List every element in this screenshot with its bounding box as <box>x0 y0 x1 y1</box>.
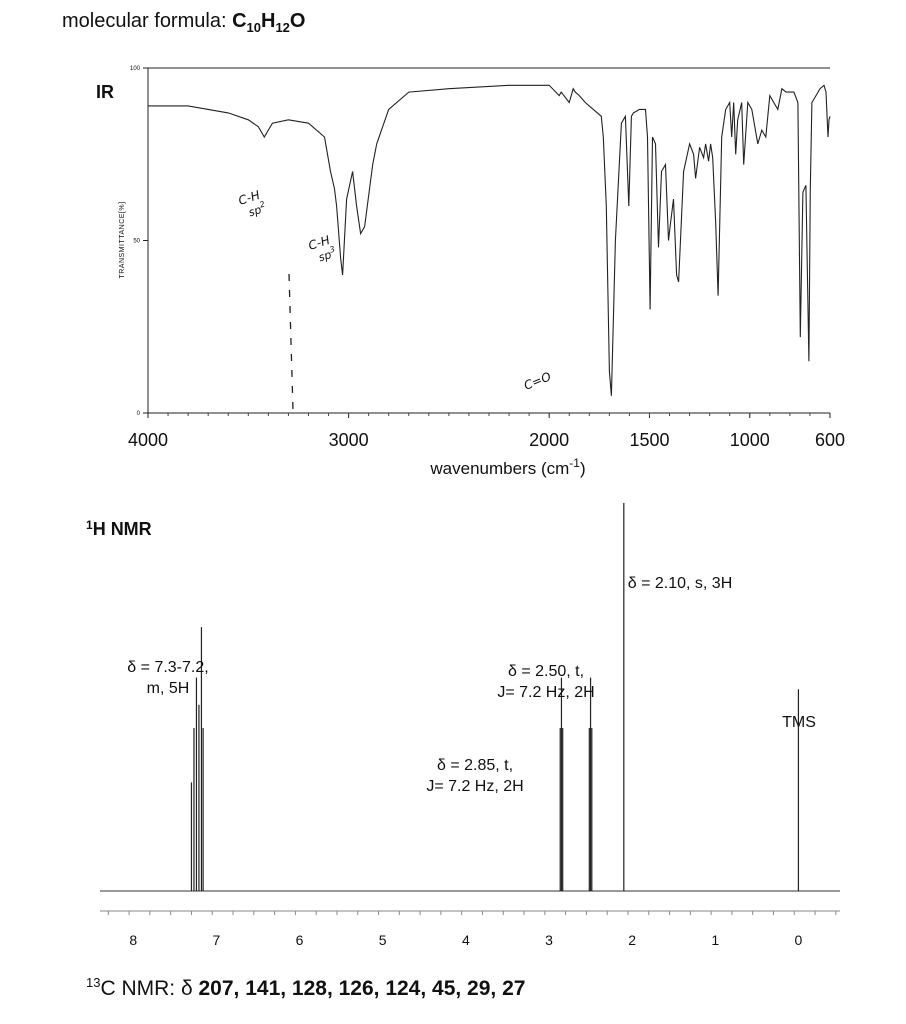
c13-label: C NMR: δ <box>100 977 199 1000</box>
nmr-x-tick-label: 5 <box>379 932 387 948</box>
ir-annotation-ch-sp2-sub: sp2 <box>246 200 268 220</box>
nmr-label-250-line: δ = 2.50, t, <box>508 663 584 680</box>
formula-value: C10H12O <box>232 10 306 35</box>
nmr-x-tick-label: 0 <box>795 932 803 948</box>
molecular-formula: molecular formula: C10H12O <box>62 10 305 35</box>
ir-x-tick-label: 600 <box>815 430 845 450</box>
ir-dashed-guide <box>288 273 294 411</box>
ir-x-tick-label: 2000 <box>529 430 569 450</box>
nmr-x-tick-label: 8 <box>129 932 137 948</box>
ir-annotation-ch-sp2-text: C-H <box>237 188 262 208</box>
nmr-label-250-line: J= 7.2 Hz, 2H <box>497 684 594 701</box>
ir-y-axis-label: TRANSMITTANCE[%] <box>119 201 126 278</box>
ir-annotation-co-text: C=O <box>522 369 553 392</box>
nmr-x-tick-label: 2 <box>628 932 636 948</box>
ir-annotation-ch-sp3-text: C-H <box>307 233 332 253</box>
c13-superscript: 13 <box>86 975 101 990</box>
ir-annotation-co: C=O <box>522 369 553 392</box>
nmr-x-tick-label: 6 <box>296 932 304 948</box>
ir-y-tick-label: 100 <box>130 66 141 72</box>
ir-annotation-ch-sp3-sub: sp3 <box>316 245 338 265</box>
nmr-label-aromatic-line: m, 5H <box>147 680 190 697</box>
formula-label: molecular formula: <box>62 10 233 32</box>
ir-x-tick-label: 4000 <box>128 430 168 450</box>
nmr-label-285-line: δ = 2.85, t, <box>437 757 513 774</box>
nmr-label-tms-line: TMS <box>782 714 816 731</box>
nmr-label-210-line: δ = 2.10, s, 3H <box>628 575 733 592</box>
ir-x-tick-label: 1000 <box>730 430 770 450</box>
nmr-title: 1H NMR <box>86 518 152 539</box>
c13-nmr-data: 13C NMR: δ 207, 141, 128, 126, 124, 45, … <box>86 975 525 1001</box>
nmr-x-tick-label: 4 <box>462 932 470 948</box>
nmr-x-tick-label: 1 <box>711 932 719 948</box>
c13-values: 207, 141, 128, 126, 124, 45, 29, 27 <box>198 977 526 1000</box>
nmr-label-285-line: J= 7.2 Hz, 2H <box>426 778 523 795</box>
ir-y-tick-label: 0 <box>137 411 141 417</box>
ir-x-tick-label: 3000 <box>329 430 369 450</box>
ir-x-axis-label: wavenumbers (cm-1) <box>429 456 585 478</box>
ir-spectrum-chart: IR 0 50 100 4000 3000 2000 1500 1000 600 TRANSMITT… <box>96 66 845 478</box>
nmr-label-aromatic-line: δ = 7.3-7.2, <box>127 659 208 676</box>
ir-spectrum-line <box>148 84 831 396</box>
ir-title: IR <box>96 82 114 102</box>
ir-x-tick-label: 1500 <box>629 430 669 450</box>
nmr-x-tick-label: 7 <box>213 932 221 948</box>
nmr-x-tick-label: 3 <box>545 932 553 948</box>
ir-y-tick-label: 50 <box>133 239 140 245</box>
